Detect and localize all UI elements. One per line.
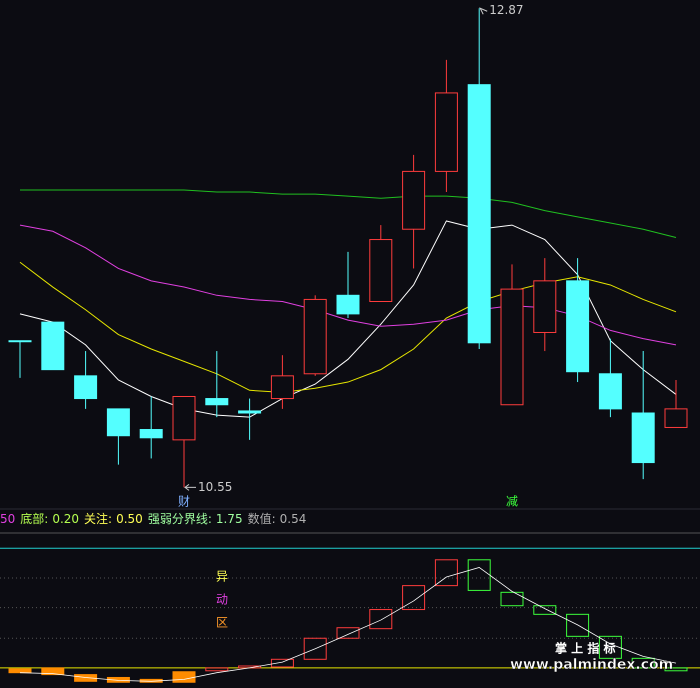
candle-body	[41, 321, 65, 371]
candle-body	[238, 410, 262, 414]
candle-body	[369, 239, 393, 302]
candle-body	[106, 408, 130, 437]
header-label: 数值:	[248, 511, 276, 526]
indicator-box	[205, 667, 229, 672]
candle-body	[566, 280, 590, 373]
header-label: 底部:	[20, 511, 48, 526]
indicator-box	[8, 668, 32, 674]
indicator-box	[336, 627, 360, 639]
candle-body	[402, 170, 426, 230]
indicator-box	[631, 657, 655, 669]
indicator-box	[598, 635, 622, 659]
indicator-box	[74, 674, 98, 682]
moving-average-line	[19, 220, 677, 418]
candle-body	[631, 412, 655, 464]
candle-body	[664, 408, 688, 428]
event-label: 减	[506, 495, 518, 509]
header-value: 1.75	[216, 512, 243, 526]
header-value: 0.20	[52, 512, 79, 526]
candle-body	[467, 84, 491, 344]
candle-body	[533, 280, 557, 333]
indicator-box	[369, 609, 393, 630]
candle-body	[598, 373, 622, 410]
header-label: 强弱分界线:	[148, 512, 212, 526]
indicator-box	[402, 585, 426, 611]
header-lead: 50	[0, 512, 15, 526]
annotation-arrow	[184, 483, 190, 491]
indicator-box	[434, 559, 458, 587]
indicator-box	[467, 559, 491, 591]
indicator-box	[172, 671, 196, 683]
candle-body	[139, 429, 163, 439]
annotation-arrow	[479, 7, 488, 15]
candle-body	[434, 92, 458, 172]
indicator-box	[270, 658, 294, 668]
candle-body	[74, 375, 98, 400]
indicator-box	[664, 667, 688, 672]
watermark: 掌 上 指 标	[555, 641, 616, 656]
candle-body	[500, 288, 524, 406]
header-label: 关注:	[84, 511, 112, 526]
candle-body	[172, 395, 196, 441]
indicator-box	[500, 591, 524, 607]
header-value: 0.54	[280, 512, 307, 526]
low-annotation: 10.55	[198, 480, 232, 494]
zone-label: 区	[216, 616, 228, 630]
indicator-box	[303, 637, 327, 660]
candle-body	[270, 375, 294, 400]
header-value: 0.50	[116, 512, 143, 526]
indicator-box	[566, 613, 590, 637]
indicator-box	[41, 667, 65, 676]
candle-body	[303, 298, 327, 375]
indicator-header: 50 底部: 0.20 关注: 0.50 强弱分界线: 1.75 数值: 0.54	[0, 511, 306, 526]
indicator-line	[19, 567, 677, 682]
zone-label: 异	[216, 570, 228, 584]
indicator-box	[533, 605, 557, 615]
event-label: 财	[178, 495, 190, 509]
high-annotation: 12.87	[489, 3, 523, 17]
indicator-box	[106, 676, 130, 683]
moving-average-line	[20, 189, 677, 238]
candle-body	[8, 340, 32, 343]
moving-average-line	[19, 261, 677, 393]
candle-body	[205, 398, 229, 406]
watermark: www.palmindex.com	[510, 657, 673, 673]
zone-label: 动	[216, 593, 228, 607]
candle-body	[336, 294, 360, 315]
